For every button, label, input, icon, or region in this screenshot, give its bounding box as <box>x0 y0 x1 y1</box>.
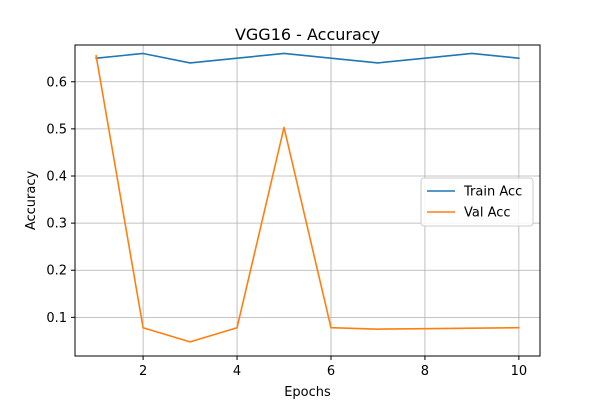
axis-ticks: 2 4 6 8 10 0.1 0.2 0.3 0.4 0.5 0.6 <box>46 75 527 379</box>
x-tick-label: 2 <box>139 364 147 379</box>
series-line-val-acc <box>95 54 520 343</box>
x-tick-label: 10 <box>511 364 528 379</box>
x-tick-label: 8 <box>421 364 429 379</box>
series-lines <box>95 52 520 343</box>
y-tick-label: 0.6 <box>46 75 67 90</box>
y-tick-label: 0.3 <box>46 217 67 232</box>
x-axis-label: Epochs <box>284 385 331 400</box>
legend-label: Train Acc <box>463 185 522 200</box>
y-tick-label: 0.1 <box>46 311 67 326</box>
y-tick-label: 0.4 <box>46 169 67 184</box>
y-tick-label: 0.5 <box>46 122 67 137</box>
plot-frame <box>74 44 541 357</box>
legend-box <box>420 177 534 227</box>
legend-label: Val Acc <box>464 206 511 221</box>
legend: Train Acc Val Acc <box>420 177 534 227</box>
series-line-train-acc <box>95 52 520 64</box>
x-tick-label: 6 <box>327 364 335 379</box>
x-tick-label: 4 <box>233 364 241 379</box>
chart-title: VGG16 - Accuracy <box>235 25 380 44</box>
y-axis-label: Accuracy <box>24 171 39 231</box>
y-tick-label: 0.2 <box>46 264 67 279</box>
